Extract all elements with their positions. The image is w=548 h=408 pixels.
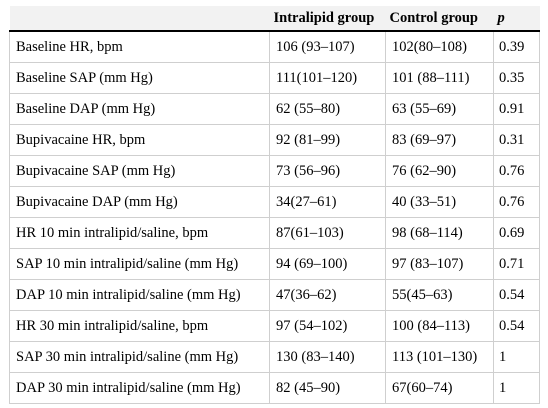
table-row: Baseline HR, bpm 106 (93–107) 102(80–108) 0… bbox=[9, 31, 540, 63]
header-intralipid-group: Intralipid group bbox=[269, 6, 386, 32]
row-label: Baseline DAP (mm Hg) bbox=[9, 93, 270, 125]
intralipid-value: 73 (56–96) bbox=[269, 155, 386, 187]
table-row: Bupivacaine DAP (mm Hg) 34(27–61) 40 (33–5… bbox=[9, 186, 540, 218]
p-value: 0.35 bbox=[493, 62, 540, 94]
row-label: SAP 30 min intralipid/saline (mm Hg) bbox=[9, 341, 270, 373]
table-row: Baseline SAP (mm Hg) 111(101–120) 101 (88–… bbox=[9, 62, 540, 94]
row-label: Bupivacaine SAP (mm Hg) bbox=[9, 155, 270, 187]
table-row: Baseline DAP (mm Hg) 62 (55–80) 63 (55–69)… bbox=[9, 93, 540, 125]
table-row: SAP 10 min intralipid/saline (mm Hg) 94 (… bbox=[9, 248, 540, 280]
table-row: HR 30 min intralipid/saline, bpm 97 (54–1… bbox=[9, 310, 540, 342]
p-value: 0.39 bbox=[493, 31, 540, 63]
control-value: 101 (88–111) bbox=[385, 62, 494, 94]
header-variable bbox=[9, 6, 270, 32]
intralipid-value: 97 (54–102) bbox=[269, 310, 386, 342]
control-value: 83 (69–97) bbox=[385, 124, 494, 156]
p-value: 0.54 bbox=[493, 310, 540, 342]
p-value: 0.91 bbox=[493, 93, 540, 125]
control-value: 113 (101–130) bbox=[385, 341, 494, 373]
control-value: 40 (33–51) bbox=[385, 186, 494, 218]
header-p-value: p bbox=[493, 6, 540, 32]
control-value: 97 (83–107) bbox=[385, 248, 494, 280]
row-label: HR 30 min intralipid/saline, bpm bbox=[9, 310, 270, 342]
intralipid-value: 130 (83–140) bbox=[269, 341, 386, 373]
control-value: 76 (62–90) bbox=[385, 155, 494, 187]
control-value: 100 (84–113) bbox=[385, 310, 494, 342]
intralipid-value: 92 (81–99) bbox=[269, 124, 386, 156]
p-value: 0.69 bbox=[493, 217, 540, 249]
control-value: 102(80–108) bbox=[385, 31, 494, 63]
results-table: Intralipid group Control group p Baselin… bbox=[9, 6, 540, 404]
p-value: 1 bbox=[493, 372, 540, 404]
table-row: SAP 30 min intralipid/saline (mm Hg) 130 … bbox=[9, 341, 540, 373]
row-label: DAP 30 min intralipid/saline (mm Hg) bbox=[9, 372, 270, 404]
results-table-container: Intralipid group Control group p Baselin… bbox=[9, 6, 540, 404]
row-label: SAP 10 min intralipid/saline (mm Hg) bbox=[9, 248, 270, 280]
intralipid-value: 62 (55–80) bbox=[269, 93, 386, 125]
table-row: Bupivacaine SAP (mm Hg) 73 (56–96) 76 (62–… bbox=[9, 155, 540, 187]
table-row: DAP 30 min intralipid/saline (mm Hg) 82 (… bbox=[9, 372, 540, 404]
table-row: Bupivacaine HR, bpm 92 (81–99) 83 (69–97) 0… bbox=[9, 124, 540, 156]
row-label: Baseline SAP (mm Hg) bbox=[9, 62, 270, 94]
control-value: 63 (55–69) bbox=[385, 93, 494, 125]
intralipid-value: 82 (45–90) bbox=[269, 372, 386, 404]
p-value: 1 bbox=[493, 341, 540, 373]
intralipid-value: 106 (93–107) bbox=[269, 31, 386, 63]
control-value: 98 (68–114) bbox=[385, 217, 494, 249]
row-label: Baseline HR, bpm bbox=[9, 31, 270, 63]
table-row: HR 10 min intralipid/saline, bpm 87(61–10… bbox=[9, 217, 540, 249]
table-header-row: Intralipid group Control group p bbox=[9, 6, 540, 32]
header-control-group: Control group bbox=[385, 6, 494, 32]
p-value: 0.31 bbox=[493, 124, 540, 156]
control-value: 55(45–63) bbox=[385, 279, 494, 311]
row-label: HR 10 min intralipid/saline, bpm bbox=[9, 217, 270, 249]
table-body: Baseline HR, bpm 106 (93–107) 102(80–108) 0… bbox=[9, 31, 540, 404]
intralipid-value: 94 (69–100) bbox=[269, 248, 386, 280]
p-value: 0.76 bbox=[493, 186, 540, 218]
control-value: 67(60–74) bbox=[385, 372, 494, 404]
intralipid-value: 34(27–61) bbox=[269, 186, 386, 218]
row-label: Bupivacaine DAP (mm Hg) bbox=[9, 186, 270, 218]
row-label: Bupivacaine HR, bpm bbox=[9, 124, 270, 156]
intralipid-value: 111(101–120) bbox=[269, 62, 386, 94]
row-label: DAP 10 min intralipid/saline (mm Hg) bbox=[9, 279, 270, 311]
p-value: 0.71 bbox=[493, 248, 540, 280]
p-value: 0.76 bbox=[493, 155, 540, 187]
p-value: 0.54 bbox=[493, 279, 540, 311]
table-row: DAP 10 min intralipid/saline (mm Hg) 47(3… bbox=[9, 279, 540, 311]
intralipid-value: 87(61–103) bbox=[269, 217, 386, 249]
intralipid-value: 47(36–62) bbox=[269, 279, 386, 311]
